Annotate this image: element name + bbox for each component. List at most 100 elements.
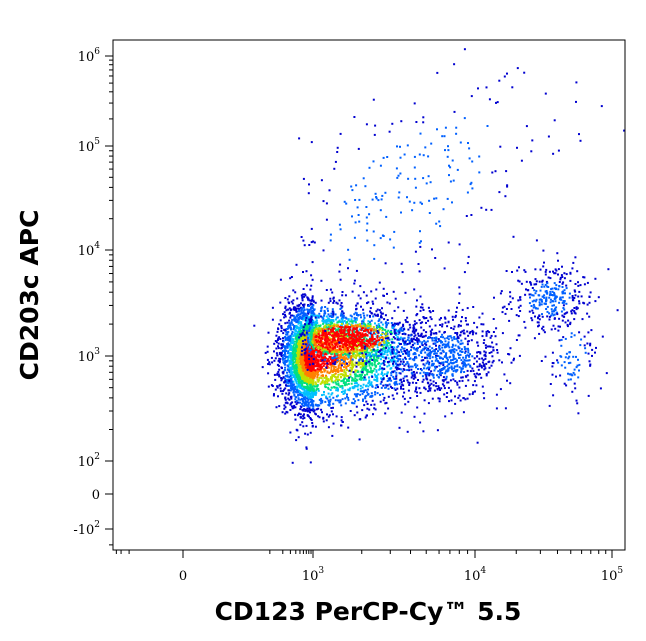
data-point [393,377,396,380]
data-point [314,381,317,384]
data-point [291,386,294,389]
data-point [350,346,353,349]
data-point [393,350,395,353]
data-point [290,397,293,400]
data-point [376,392,379,395]
data-point [312,299,315,302]
data-point [347,319,350,322]
data-point [355,338,358,341]
data-point [336,375,339,378]
data-point [364,368,367,371]
data-point [306,381,309,384]
data-point [309,371,312,374]
data-point [289,373,292,376]
data-point [343,320,346,323]
data-point [360,378,363,381]
data-point [372,331,375,334]
data-point [311,389,314,392]
data-point [313,333,316,336]
data-point [299,356,302,359]
data-point [325,419,328,422]
data-point [302,364,305,367]
data-point [438,387,440,389]
data-point [304,312,307,315]
data-point [399,348,402,351]
data-point [290,347,292,349]
data-point [394,360,397,363]
data-point [309,400,312,403]
data-point [334,399,337,402]
data-point [362,391,365,393]
data-point [394,352,397,355]
data-point [461,330,464,333]
data-point [340,416,343,419]
data-point [390,374,393,377]
data-point [414,390,417,393]
data-point [347,396,350,399]
data-point [344,377,347,380]
data-point [341,313,344,316]
data-point [381,345,384,347]
data-point [301,314,304,317]
data-point [317,332,320,335]
data-point [277,370,280,373]
data-point [353,313,356,316]
data-point [411,365,414,368]
data-point [406,348,408,351]
data-point [355,357,357,360]
data-point [348,331,351,334]
data-point [364,335,367,338]
data-point [376,355,379,358]
data-point [406,338,409,341]
data-point [283,357,286,360]
data-point [302,327,305,330]
data-point [357,338,359,341]
data-point [341,315,344,318]
data-point [413,335,416,338]
data-point [397,306,400,309]
data-point [304,408,307,411]
data-point [324,381,326,384]
data-point [385,326,388,329]
data-point [356,324,359,327]
data-point [480,323,483,326]
data-point [320,309,323,312]
data-point [306,379,309,382]
data-point [311,312,314,315]
data-point [355,307,358,310]
data-point [367,320,370,323]
data-point [332,315,335,318]
data-point [297,355,300,358]
data-point [308,338,311,341]
data-point [312,374,315,377]
data-point [371,394,374,397]
data-point [322,364,325,367]
data-point [357,314,360,317]
data-point [307,337,309,339]
data-point [347,398,350,401]
data-point [306,394,309,397]
data-point [375,351,378,354]
data-point [310,374,313,377]
data-point [338,363,341,366]
data-point [315,351,318,354]
data-point [298,371,301,374]
data-point [355,334,358,337]
data-point [413,364,416,367]
data-point [297,331,299,334]
data-point [305,379,308,382]
data-point [345,333,348,336]
data-point [360,344,363,347]
data-point [351,330,354,333]
data-point [384,336,387,339]
data-point [364,378,367,381]
data-point [309,381,312,384]
data-point [330,316,333,318]
data-point [327,313,330,316]
data-point [295,361,298,364]
data-point [293,361,296,364]
data-point [349,314,352,317]
data-point [309,392,312,395]
data-point [345,343,348,345]
data-point [397,337,400,340]
